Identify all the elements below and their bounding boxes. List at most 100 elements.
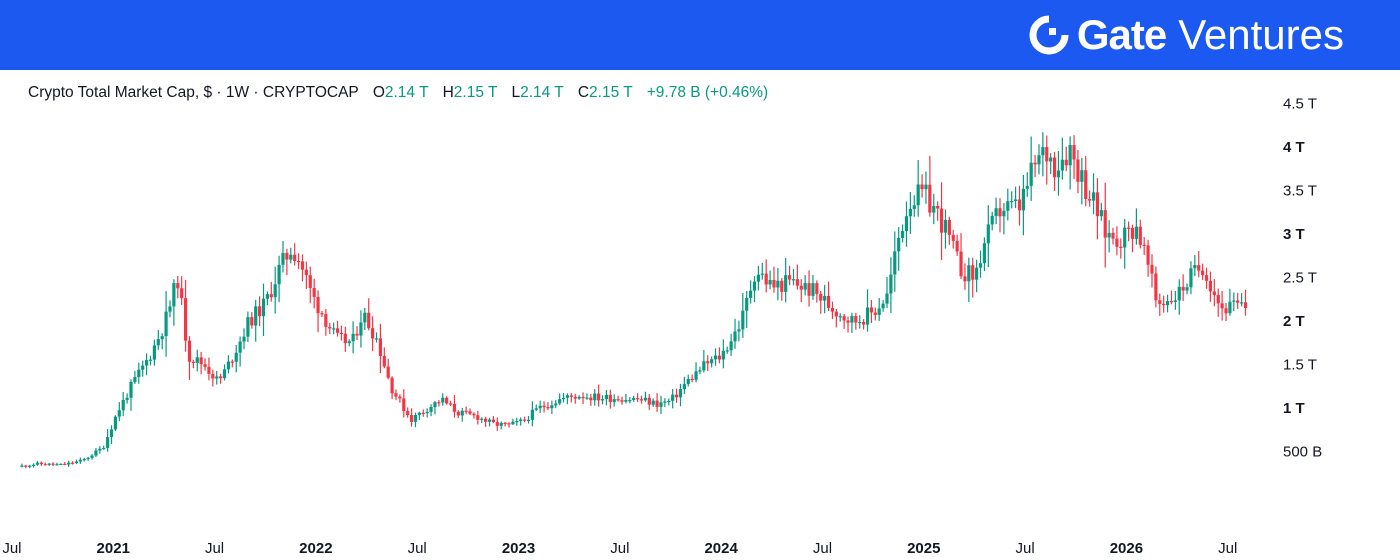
- candle-body: [764, 273, 768, 285]
- candle-body: [593, 393, 597, 401]
- candle: [585, 393, 589, 400]
- candle-body: [678, 389, 683, 398]
- candle: [258, 296, 262, 327]
- candle-body: [982, 243, 987, 264]
- candle-body: [776, 280, 780, 288]
- candle: [686, 374, 690, 387]
- candle: [694, 362, 698, 383]
- candle-body: [452, 403, 457, 412]
- candle-body: [780, 280, 784, 292]
- candle-body: [417, 412, 421, 415]
- candle-body: [261, 298, 266, 317]
- candle-body: [499, 422, 503, 426]
- candle: [347, 339, 351, 347]
- candle: [854, 312, 858, 330]
- candle: [803, 275, 807, 296]
- candle-body: [538, 405, 542, 409]
- candle: [417, 411, 421, 421]
- candle: [1006, 188, 1010, 221]
- candle: [269, 281, 273, 302]
- candle-body: [487, 419, 492, 422]
- candle-body: [1189, 268, 1193, 288]
- candle: [86, 456, 90, 461]
- candle-body: [320, 313, 324, 315]
- candle-body: [1243, 302, 1248, 309]
- candle-body: [39, 462, 43, 465]
- candle: [1084, 156, 1088, 207]
- candle-body: [1029, 162, 1033, 186]
- candle-body: [1142, 244, 1146, 247]
- candle-body: [1224, 308, 1228, 314]
- candle-body: [355, 333, 359, 336]
- candle-body: [382, 355, 386, 367]
- candle: [928, 155, 932, 217]
- candle-body: [826, 295, 831, 308]
- candle-body: [581, 396, 585, 399]
- candle: [1130, 224, 1135, 253]
- candle: [635, 393, 640, 402]
- candle-body: [156, 339, 160, 346]
- candle: [990, 211, 994, 231]
- candle: [667, 398, 671, 406]
- candle-body: [137, 369, 141, 378]
- candle: [320, 310, 324, 317]
- candle-body: [222, 369, 227, 379]
- candle-body: [741, 310, 745, 330]
- candle: [561, 393, 566, 403]
- candle-body: [35, 462, 40, 465]
- legend-low-value: 2.14 T: [520, 84, 564, 101]
- candle-body: [577, 396, 581, 399]
- candle-body: [990, 215, 994, 225]
- candle: [1134, 208, 1138, 245]
- candle-body: [823, 295, 827, 301]
- candle: [546, 402, 550, 411]
- candle: [912, 195, 916, 217]
- candle: [433, 401, 437, 415]
- candle: [125, 393, 129, 404]
- candle: [503, 421, 507, 427]
- candle-body: [721, 350, 725, 360]
- candle-body: [1084, 170, 1088, 200]
- x-tick-label: Jul: [205, 540, 224, 557]
- candle-body: [409, 415, 414, 422]
- candle: [31, 463, 36, 468]
- candle: [273, 266, 277, 314]
- candle-body: [1127, 227, 1131, 229]
- candle: [737, 320, 741, 342]
- candle: [776, 267, 780, 301]
- candle-body: [967, 265, 971, 282]
- candle: [55, 462, 59, 466]
- candle: [285, 248, 289, 276]
- candle: [967, 257, 971, 302]
- candle-body: [199, 357, 203, 365]
- candle-body: [713, 355, 718, 360]
- candle-body: [842, 316, 846, 321]
- candle-body: [604, 394, 609, 400]
- candle: [628, 397, 632, 404]
- candle: [959, 233, 963, 280]
- candle: [343, 326, 347, 352]
- candle-body: [1130, 227, 1135, 239]
- market-cap-chart: 500 B 1 T 1.5 T 2 T 2.5 T 3 T 3.5 T 4 T 4.5 T Ju…: [2, 96, 1322, 557]
- candle: [1216, 288, 1220, 317]
- candle: [464, 406, 468, 415]
- candle-body: [503, 422, 507, 425]
- candle-body: [862, 321, 866, 325]
- candle: [1197, 251, 1201, 278]
- candle-body: [1204, 275, 1209, 281]
- candle: [1123, 218, 1127, 269]
- legend-high-label: H: [442, 84, 454, 101]
- candle: [939, 182, 944, 261]
- candle: [51, 462, 55, 467]
- candle: [328, 322, 332, 335]
- x-tick-label: Jul: [813, 540, 832, 557]
- candle-body: [250, 317, 254, 326]
- candle-body: [573, 396, 577, 399]
- candle: [538, 400, 542, 414]
- candle-body: [141, 365, 145, 370]
- candle: [706, 355, 710, 372]
- candle: [324, 308, 328, 336]
- candle: [1220, 290, 1224, 321]
- candle: [82, 457, 86, 462]
- candle-body: [1006, 201, 1010, 211]
